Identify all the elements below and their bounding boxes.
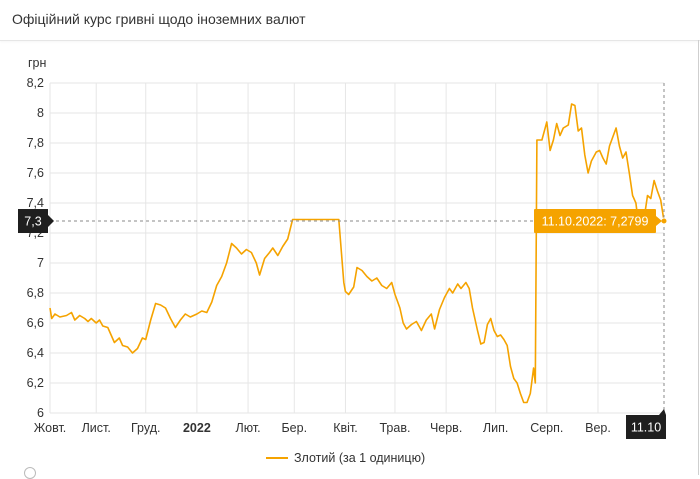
page-title: Офіційний курс гривні щодо іноземних вал… [12,11,306,27]
y-tick-label: 7,6 [27,166,44,180]
y-tick-label: 6,2 [27,376,44,390]
y-tick-label: 8 [37,106,44,120]
series-layer [49,103,665,404]
y-tick-label: 8,2 [27,76,44,90]
x-tick-label: Лют. [236,421,261,435]
x-tick-label: Квіт. [333,421,358,435]
x-value-badge-pointer [659,409,666,415]
x-tick-label: Серп. [530,421,563,435]
x-tick-label: Лип. [483,421,508,435]
y-tick-label: 7 [37,256,44,270]
grid-layer [49,82,664,414]
tooltip-text: 11.10.2022: 7,2799 [542,215,649,229]
y-axis-label: грн [28,56,47,70]
y-axis-ticks: 8,287,87,67,47,276,86,66,46,26 [27,76,44,420]
x-tick-label: Вер. [585,421,611,435]
x-value-badge-text: 11.10 [631,421,661,435]
x-tick-label: Трав. [379,421,410,435]
y-tick-label: 6,8 [27,286,44,300]
y-value-badge-pointer [48,215,54,228]
y-tick-label: 7,4 [27,196,44,210]
y-tick-label: 7,8 [27,136,44,150]
legend-swatch [266,457,288,459]
tooltip-box [534,209,656,234]
x-axis-ticks: Жовт. Лист. Груд. 2022 Лют. Бер. Квіт. Трав. Чер… [34,421,611,435]
x-value-badge [626,415,666,439]
y-value-badge-text: 7,3 [24,215,41,229]
tooltip-pointer [656,216,662,227]
header-bar: Офіційний курс гривні щодо іноземних вал… [0,0,700,41]
exchange-rate-chart: 8,287,87,67,47,276,86,66,46,26 грн Жовт.… [18,56,668,439]
x-tick-label: 2022 [183,421,211,435]
legend-label: Злотий (за 1 одиницю) [294,451,426,465]
x-tick-label: Груд. [131,421,160,435]
corner-indicator [24,467,36,479]
legend[interactable]: Злотий (за 1 одиницю) [266,449,425,467]
y-tick-label: 6,6 [27,316,44,330]
panel-divider [698,40,699,475]
x-tick-label: Бер. [281,421,307,435]
y-tick-label: 6 [37,406,44,420]
y-tick-label: 6,4 [27,346,44,360]
x-tick-label: Лист. [82,421,111,435]
crosshair: 7,3 11.10 11.10.2022: 7,2799 [18,83,668,439]
x-tick-label: Черв. [430,421,462,435]
series-line [49,103,665,404]
x-tick-label: Жовт. [34,421,67,435]
y-value-badge [18,209,48,234]
